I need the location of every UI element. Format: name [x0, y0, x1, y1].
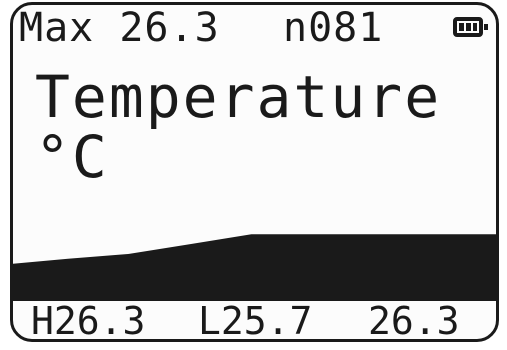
current-reading: 26.3 [368, 299, 460, 342]
divider [13, 298, 496, 301]
sample-count: n081 [283, 5, 384, 51]
battery-full-icon [453, 17, 488, 37]
max-reading: Max 26.3 [19, 5, 220, 51]
low-reading: L25.7 [198, 299, 313, 342]
lcd-screen: Max 26.3 n081 Temperature °C H26.3 L25.7… [10, 2, 499, 342]
high-reading: H26.3 [31, 299, 146, 342]
page-title: Temperature °C [35, 63, 442, 191]
temperature-graph [13, 234, 496, 298]
temperature-area [13, 234, 496, 298]
